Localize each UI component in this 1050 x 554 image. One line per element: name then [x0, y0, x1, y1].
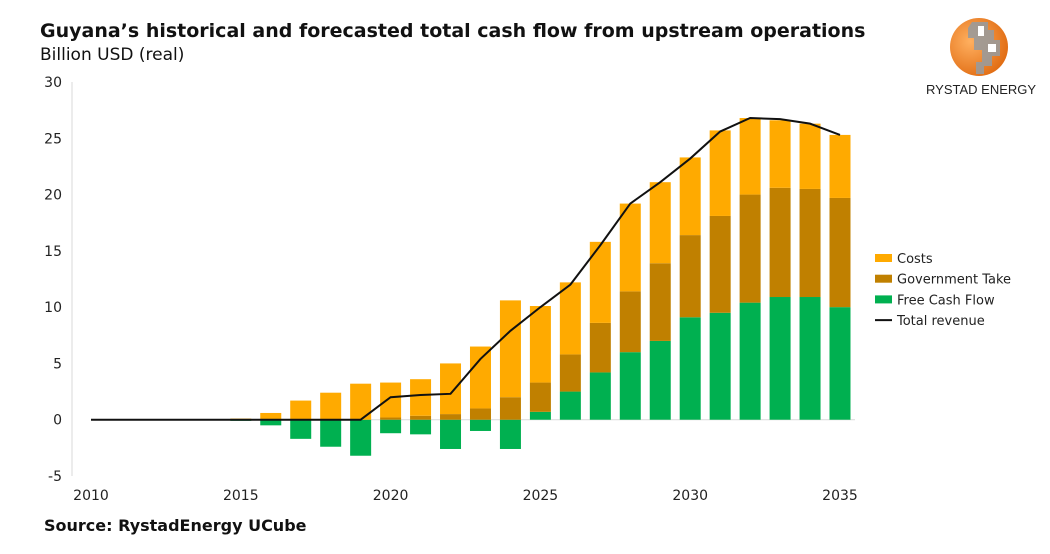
legend-label: Government Take [897, 273, 1011, 288]
legend-swatch [875, 274, 892, 283]
bar-free-cash-flow [380, 419, 402, 434]
x-tick-label: 2035 [822, 488, 858, 504]
bar-costs [769, 120, 791, 188]
source-note: Source: RystadEnergy UCube [44, 516, 307, 535]
bar-government-take [469, 408, 491, 420]
y-tick-label: 30 [44, 75, 62, 91]
y-tick-label: 5 [53, 356, 62, 372]
bar-free-cash-flow [769, 297, 791, 420]
bar-costs [260, 412, 282, 420]
y-tick-label: 0 [53, 413, 62, 429]
legend-swatch [875, 254, 892, 262]
bar-free-cash-flow [320, 419, 342, 447]
bar-free-cash-flow [829, 307, 851, 420]
bar-government-take [559, 354, 581, 392]
bar-government-take [649, 263, 671, 341]
brand-name: RYSTAD ENERGY [926, 82, 1037, 97]
bar-costs [799, 123, 821, 189]
legend-label: Costs [897, 252, 933, 267]
bar-free-cash-flow [679, 317, 701, 420]
x-tick-label: 2015 [223, 488, 259, 504]
legend-swatch [875, 295, 892, 304]
bar-costs [380, 382, 402, 418]
bar-costs [589, 241, 611, 323]
bar-free-cash-flow [440, 419, 462, 449]
bar-costs [559, 282, 581, 355]
bar-costs [440, 363, 462, 415]
bar-costs [679, 157, 701, 236]
x-tick-label: 2025 [523, 488, 559, 504]
chart-title: Guyana’s historical and forecasted total… [40, 20, 866, 42]
y-tick-label: -5 [48, 469, 62, 485]
legend-label: Free Cash Flow [897, 293, 995, 308]
bar-free-cash-flow [529, 411, 551, 420]
bar-costs [320, 392, 342, 420]
bar-free-cash-flow [350, 419, 372, 456]
y-tick-label: 15 [44, 244, 62, 260]
bar-government-take [739, 194, 761, 303]
x-tick-label: 2030 [672, 488, 708, 504]
line-total-revenue [91, 117, 841, 421]
bar-free-cash-flow [260, 419, 282, 426]
y-tick-label: 10 [44, 300, 62, 316]
rystad-logo-icon [950, 18, 1008, 76]
bar-costs [410, 379, 432, 416]
bar-costs [290, 400, 312, 420]
bar-costs [709, 130, 731, 216]
chart-subtitle: Billion USD (real) [40, 45, 185, 65]
bar-government-take [709, 215, 731, 313]
bar-free-cash-flow [799, 297, 821, 420]
x-tick-label: 2020 [373, 488, 409, 504]
bar-government-take [769, 187, 791, 298]
bar-government-take [679, 235, 701, 318]
bar-government-take [410, 415, 432, 420]
bar-government-take [440, 414, 462, 420]
bar-government-take [380, 417, 402, 420]
bar-government-take [799, 188, 821, 298]
bar-government-take [619, 291, 641, 353]
bar-free-cash-flow [290, 419, 312, 439]
bar-government-take [589, 322, 611, 373]
bar-costs [350, 383, 372, 420]
bar-free-cash-flow [619, 352, 641, 420]
bar-free-cash-flow [649, 340, 671, 420]
bar-costs [829, 134, 851, 198]
bar-free-cash-flow [589, 372, 611, 420]
legend-label: Total revenue [896, 314, 985, 329]
bar-free-cash-flow [499, 419, 521, 449]
bar-free-cash-flow [469, 419, 491, 431]
bar-costs [619, 203, 641, 292]
bar-costs [469, 346, 491, 409]
y-tick-label: 20 [44, 188, 62, 204]
bar-costs [739, 118, 761, 195]
bar-costs [529, 306, 551, 383]
y-tick-label: 25 [44, 131, 62, 147]
x-tick-label: 2010 [73, 488, 109, 504]
bar-free-cash-flow [739, 302, 761, 420]
bar-free-cash-flow [559, 391, 581, 420]
bar-government-take [829, 197, 851, 308]
bar-costs [499, 300, 521, 398]
bar-costs [649, 182, 671, 264]
bar-free-cash-flow [709, 312, 731, 420]
bar-government-take [529, 382, 551, 412]
bar-free-cash-flow [410, 419, 432, 435]
bar-government-take [499, 397, 521, 420]
